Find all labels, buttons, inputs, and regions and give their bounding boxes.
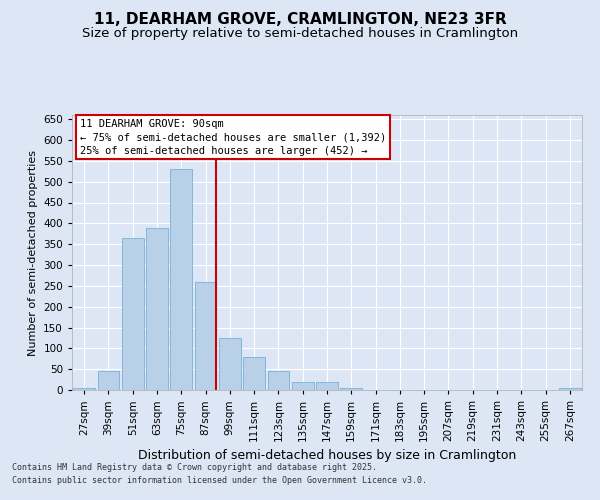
Y-axis label: Number of semi-detached properties: Number of semi-detached properties [28, 150, 38, 356]
Text: Size of property relative to semi-detached houses in Cramlington: Size of property relative to semi-detach… [82, 28, 518, 40]
Text: Contains public sector information licensed under the Open Government Licence v3: Contains public sector information licen… [12, 476, 427, 485]
Bar [194, 282, 217, 390]
Bar [316, 382, 338, 390]
Bar [122, 238, 143, 390]
Bar [243, 356, 265, 390]
Bar [97, 371, 119, 390]
Text: Contains HM Land Registry data © Crown copyright and database right 2025.: Contains HM Land Registry data © Crown c… [12, 464, 377, 472]
Bar [268, 371, 289, 390]
Text: 11, DEARHAM GROVE, CRAMLINGTON, NE23 3FR: 11, DEARHAM GROVE, CRAMLINGTON, NE23 3FR [94, 12, 506, 28]
Bar [170, 169, 192, 390]
Bar [219, 338, 241, 390]
X-axis label: Distribution of semi-detached houses by size in Cramlington: Distribution of semi-detached houses by … [138, 450, 516, 462]
Bar [559, 388, 581, 390]
Bar [340, 388, 362, 390]
Text: 11 DEARHAM GROVE: 90sqm
← 75% of semi-detached houses are smaller (1,392)
25% of: 11 DEARHAM GROVE: 90sqm ← 75% of semi-de… [80, 119, 386, 156]
Bar [292, 382, 314, 390]
Bar [146, 228, 168, 390]
Bar [73, 388, 95, 390]
